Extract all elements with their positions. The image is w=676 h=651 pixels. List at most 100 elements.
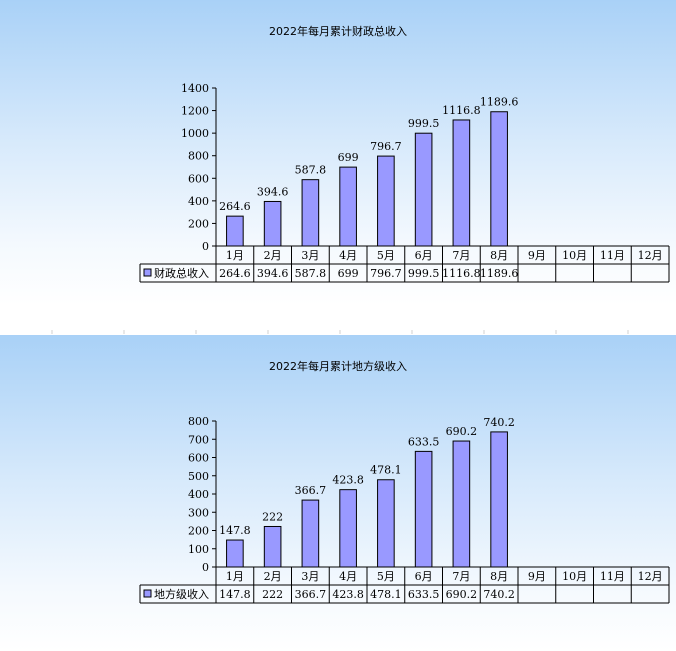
bar	[263, 200, 282, 247]
table-value: 264.6	[219, 267, 251, 280]
table-value: 699	[338, 267, 359, 280]
y-tick-label: 600	[188, 452, 209, 465]
bar	[339, 489, 357, 568]
x-tick-label: 1月	[226, 249, 244, 262]
table-value: 222	[262, 588, 283, 601]
bar	[339, 166, 357, 247]
y-tick-label: 0	[202, 561, 209, 574]
y-tick-label: 0	[202, 240, 209, 253]
data-label: 222	[262, 510, 283, 523]
x-tick-label: 12月	[638, 570, 663, 583]
bar	[301, 179, 320, 247]
chart-title: 2022年每月累计地方级收入	[269, 360, 407, 373]
table-value: 478.1	[370, 588, 402, 601]
y-tick-label: 700	[188, 433, 209, 446]
x-tick-label: 4月	[339, 570, 357, 583]
x-tick-label: 11月	[600, 249, 625, 262]
panel-divider	[0, 305, 676, 335]
legend-swatch	[143, 589, 152, 598]
data-label: 264.6	[219, 200, 251, 213]
bar	[377, 479, 395, 568]
table-value: 999.5	[408, 267, 440, 280]
x-tick-label: 4月	[339, 249, 357, 262]
y-tick-label: 500	[188, 470, 209, 483]
x-tick-label: 7月	[452, 249, 470, 262]
x-tick-label: 11月	[600, 570, 625, 583]
legend-swatch	[143, 268, 152, 277]
legend-label: 财政总收入	[154, 266, 209, 280]
table-value: 1189.6	[480, 267, 519, 280]
data-label: 394.6	[257, 185, 289, 198]
x-tick-label: 6月	[415, 570, 433, 583]
table-value: 147.8	[219, 588, 251, 601]
x-tick-label: 2月	[264, 249, 282, 262]
legend-label: 地方级收入	[154, 587, 209, 601]
y-tick-label: 1400	[181, 82, 209, 95]
x-tick-label: 12月	[638, 249, 663, 262]
bar	[414, 450, 433, 568]
data-label: 1116.8	[442, 104, 481, 117]
chart-1: 0 200 400 600 800 1000 1200 1400 264.6 394.6 587.8…	[139, 82, 670, 283]
table-value: 587.8	[295, 267, 327, 280]
bar	[377, 155, 395, 247]
table-value: 796.7	[370, 267, 402, 280]
x-tick-label: 1月	[226, 570, 244, 583]
x-tick-label: 9月	[528, 570, 546, 583]
y-tick-label: 600	[188, 172, 209, 185]
x-tick-label: 10月	[562, 249, 587, 262]
data-label: 366.7	[295, 484, 327, 497]
y-tick-label: 400	[188, 195, 209, 208]
data-label: 147.8	[219, 524, 251, 537]
data-label: 690.2	[446, 425, 478, 438]
y-tick-label: 800	[188, 415, 209, 428]
bar	[226, 539, 244, 568]
bar	[414, 132, 433, 247]
table-value: 1116.8	[442, 267, 481, 280]
data-label: 699	[338, 151, 359, 164]
x-tick-label: 6月	[415, 249, 433, 262]
x-tick-label: 7月	[452, 570, 470, 583]
data-label: 423.8	[332, 474, 364, 487]
table-value: 690.2	[446, 588, 478, 601]
bar	[490, 111, 508, 247]
y-tick-label: 200	[188, 217, 209, 230]
x-tick-label: 9月	[528, 249, 546, 262]
data-label: 1189.6	[480, 96, 519, 109]
y-tick-label: 400	[188, 488, 209, 501]
table-value: 366.7	[295, 588, 327, 601]
y-tick-label: 800	[188, 150, 209, 163]
y-tick-label: 1000	[181, 127, 209, 140]
table-value: 394.6	[257, 267, 289, 280]
bar	[226, 215, 244, 247]
data-label: 587.8	[295, 164, 327, 177]
chart-2: 0 100 200 300 400 500 600 700 800 147.8 222 366.7 42…	[139, 415, 670, 604]
chart-title: 2022年每月累计财政总收入	[269, 25, 407, 38]
data-label: 478.1	[370, 464, 402, 477]
bar	[263, 525, 282, 568]
data-label: 999.5	[408, 117, 440, 130]
data-label: 796.7	[370, 140, 402, 153]
y-tick-label: 1200	[181, 105, 209, 118]
x-tick-label: 10月	[562, 570, 587, 583]
x-tick-label: 5月	[377, 570, 395, 583]
data-label: 633.5	[408, 435, 440, 448]
chart-panel-local: 2022年每月累计地方级收入	[0, 335, 676, 651]
bar	[452, 119, 471, 247]
y-tick-label: 300	[188, 506, 209, 519]
table-value: 423.8	[332, 588, 364, 601]
data-label: 740.2	[483, 416, 515, 429]
x-tick-label: 8月	[490, 570, 508, 583]
table-value: 633.5	[408, 588, 440, 601]
x-tick-label: 3月	[301, 570, 319, 583]
bar	[452, 440, 471, 568]
y-tick-label: 200	[188, 525, 209, 538]
bar	[490, 431, 508, 568]
bar	[301, 499, 320, 568]
table-value: 740.2	[483, 588, 515, 601]
chart-panel-revenue: 2022年每月累计财政总收入	[0, 0, 676, 305]
y-tick-label: 100	[188, 543, 209, 556]
x-tick-label: 8月	[490, 249, 508, 262]
x-tick-label: 5月	[377, 249, 395, 262]
divider-ticks	[51, 330, 629, 334]
